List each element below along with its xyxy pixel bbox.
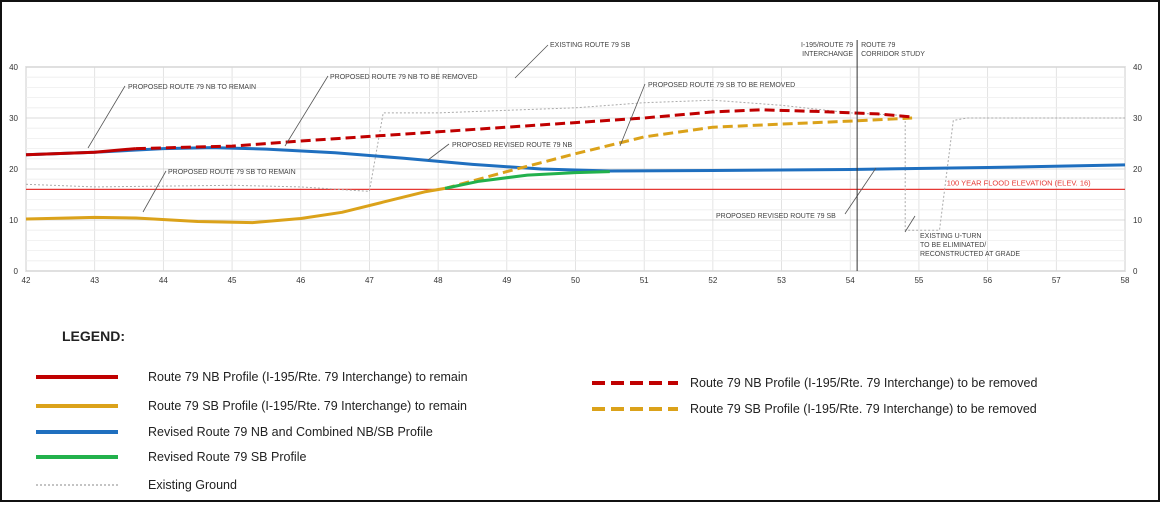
legend-label: Existing Ground [148,478,237,492]
divider-left-label: I-195/ROUTE 79 [801,42,853,49]
series-line [25,99,1125,231]
legend-label: Revised Route 79 NB and Combined NB/SB P… [148,425,433,439]
annotation-leader [142,170,167,213]
legend-label: Route 79 NB Profile (I-195/Rte. 79 Inter… [690,376,1037,390]
x-tick-label: 53 [777,276,786,285]
series-line [25,186,446,225]
legend-label: Route 79 SB Profile (I-195/Rte. 79 Inter… [148,399,467,413]
annotation-leader [427,143,450,161]
annotation-leader [904,215,916,233]
y-tick-label-left: 20 [9,165,18,174]
divider-left-label: INTERCHANGE [802,51,853,58]
annotation-label: PROPOSED ROUTE 79 SB TO REMAIN [168,169,296,176]
annotation-label: RECONSTRUCTED AT GRADE [920,251,1020,258]
x-tick-label: 54 [846,276,855,285]
annotation-label: TO BE ELIMINATED/ [920,242,986,249]
series-line [135,108,913,151]
legend: LEGEND: Route 79 NB Profile (I-195/Rte. 7… [36,328,1037,492]
x-tick-label: 44 [159,276,168,285]
series-line [25,147,137,157]
legend-label: Route 79 SB Profile (I-195/Rte. 79 Inter… [690,402,1037,416]
y-tick-label-right: 10 [1133,216,1142,225]
x-tick-label: 56 [983,276,992,285]
flood-elevation-label: 100 YEAR FLOOD ELEVATION (ELEV. 16) [947,178,1091,187]
x-tick-label: 55 [914,276,923,285]
legend-label: Revised Route 79 SB Profile [148,450,306,464]
annotation-leader [284,75,329,147]
annotation-leader [619,83,646,147]
y-tick-label-right: 0 [1133,267,1138,276]
annotation-group: EXISTING ROUTE 79 SB PROPOSED ROUTE 79 NB… [87,40,1020,271]
legend-label: Route 79 NB Profile (I-195/Rte. 79 Inter… [148,370,468,384]
y-tick-label-left: 40 [9,63,18,72]
y-tick-label-right: 20 [1133,165,1142,174]
x-tick-label: 58 [1121,276,1130,285]
annotation-label: EXISTING U-TURN [920,233,981,240]
annotation-label: PROPOSED REVISED ROUTE 79 NB [452,142,573,149]
flood-line-group: 100 YEAR FLOOD ELEVATION (ELEV. 16) [26,178,1125,190]
series-line [444,170,610,190]
y-tick-label-left: 0 [14,267,19,276]
divider-right-label: CORRIDOR STUDY [861,51,925,58]
y-tick-label-right: 40 [1133,63,1142,72]
x-tick-label: 57 [1052,276,1061,285]
annotation-label: PROPOSED REVISED ROUTE 79 SB [716,213,836,220]
annotation-label: PROPOSED ROUTE 79 NB TO BE REMOVED [330,74,478,81]
x-tick-label: 47 [365,276,374,285]
plot-grid [25,66,1126,272]
annotation-label: PROPOSED ROUTE 79 NB TO REMAIN [128,84,256,91]
x-tick-label: 42 [22,276,31,285]
x-tick-label: 49 [502,276,511,285]
annotation-label: PROPOSED ROUTE 79 SB TO BE REMOVED [648,82,795,89]
divider-right-label: ROUTE 79 [861,42,895,49]
x-tick-label: 50 [571,276,580,285]
annotation-label: EXISTING ROUTE 79 SB [550,42,630,49]
y-tick-label-left: 30 [9,114,18,123]
series-line [444,116,913,190]
x-tick-label: 48 [434,276,443,285]
x-tick-label: 52 [708,276,717,285]
x-tick-label: 45 [228,276,237,285]
y-tick-label-left: 10 [9,216,18,225]
x-tick-label: 46 [296,276,305,285]
legend-title: LEGEND: [62,328,125,344]
annotation-leader [514,44,549,79]
y-tick-label-right: 30 [1133,114,1142,123]
tick-group: 42 43 44 45 46 47 48 49 50 51 52 53 54 55 56 57 580 010 10… [9,63,1142,285]
series-group [25,99,1126,231]
x-tick-label: 51 [640,276,649,285]
x-tick-label: 43 [90,276,99,285]
annotation-leader [844,167,877,215]
annotation-leader [87,85,126,149]
